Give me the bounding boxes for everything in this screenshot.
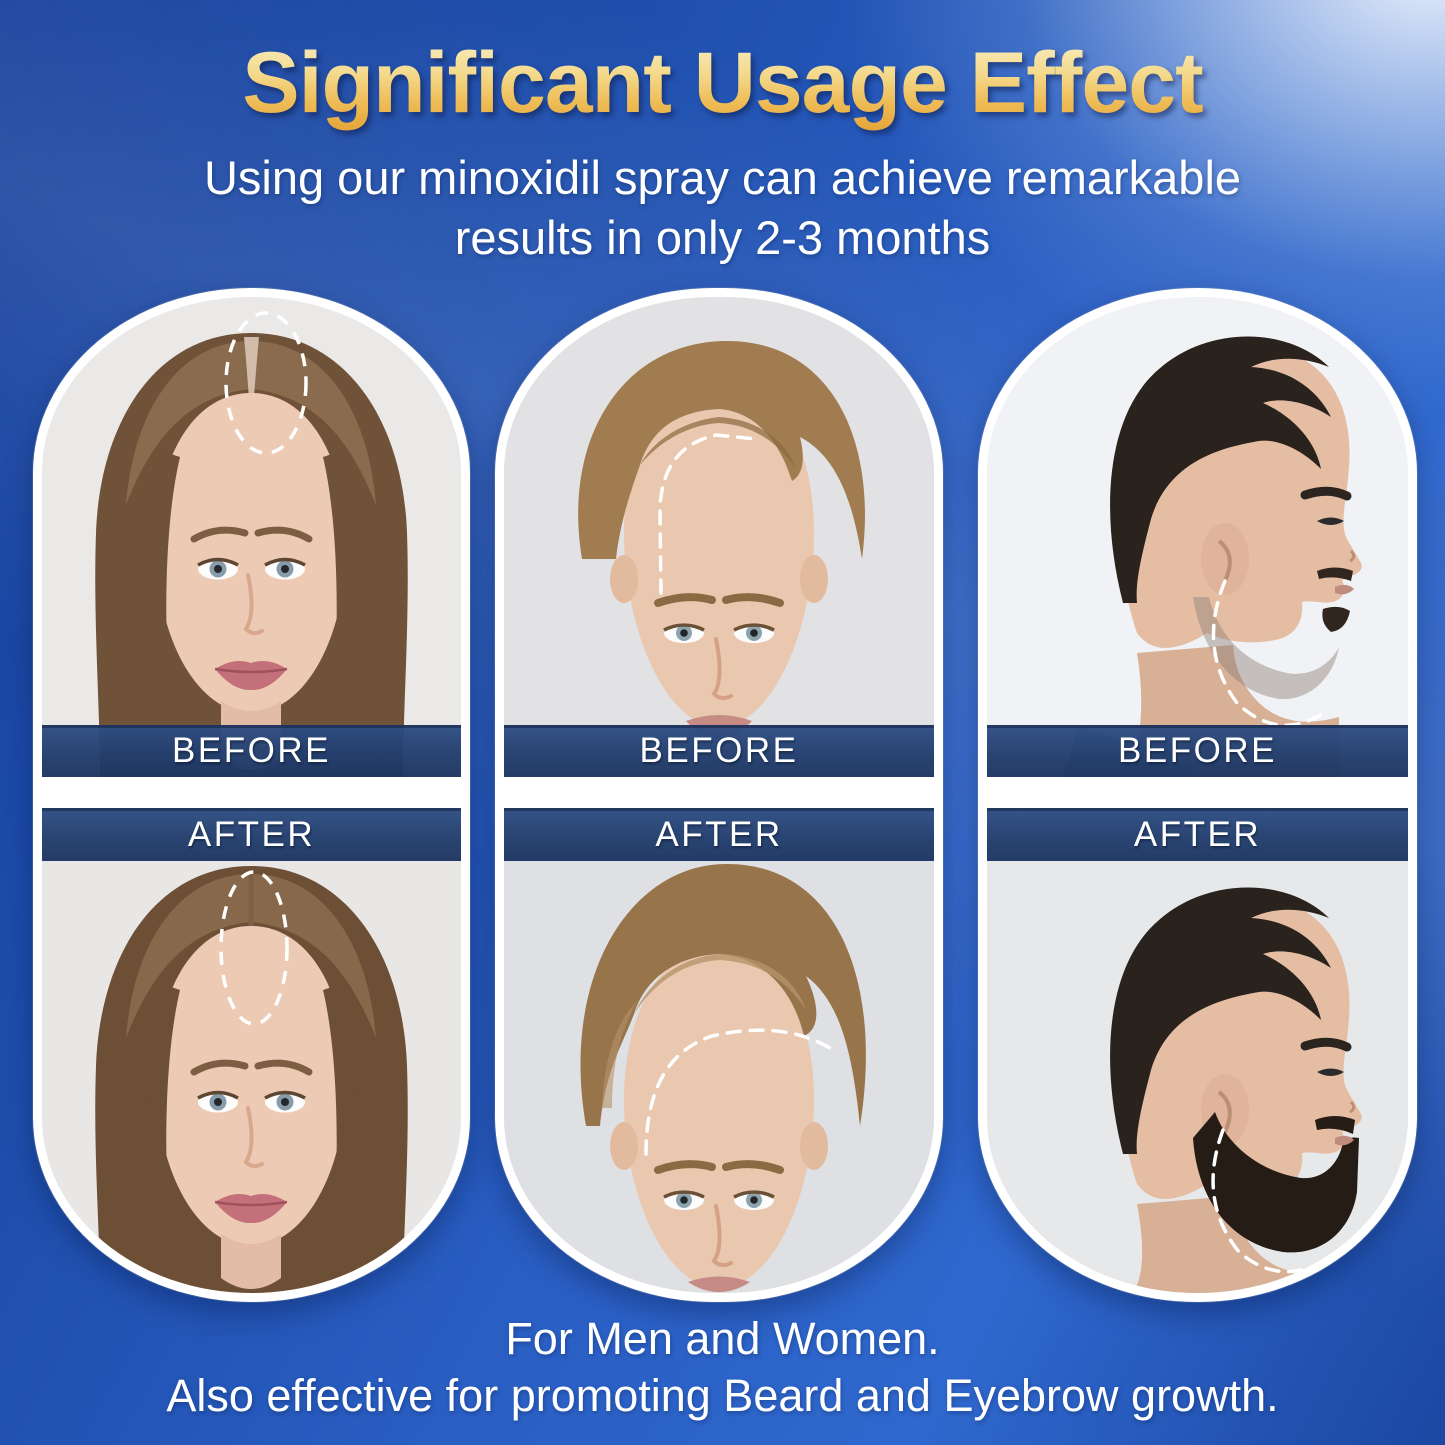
man-beard-after-illustration [987,808,1408,1293]
beard-area-outline-after [1211,1128,1331,1274]
restored-hairline-outline-after [644,1028,832,1156]
comparison-column-man-beard: BEFORE AFTER [978,288,1417,1302]
before-banner: BEFORE [504,725,934,777]
subtitle: Using our minoxidil spray can achieve re… [0,148,1445,268]
footer: For Men and Women. Also effective for pr… [0,1310,1445,1424]
before-banner: BEFORE [42,725,461,777]
receding-hairline-outline-before [658,433,758,595]
before-banner: BEFORE [987,725,1408,777]
woman-before-illustration [42,297,461,777]
after-label: AFTER [187,814,316,854]
after-banner: AFTER [42,808,461,861]
after-photo-man-hairline [504,808,934,1293]
after-banner: AFTER [504,808,934,861]
before-label: BEFORE [1118,731,1277,770]
man-beard-before-illustration [987,297,1408,777]
subtitle-line-1: Using our minoxidil spray can achieve re… [203,151,1242,204]
after-photo-woman [42,808,461,1293]
thinning-part-outline-after [219,870,289,1026]
man-hairline-after-illustration [504,808,934,1293]
beard-area-outline-before [1211,579,1329,727]
footer-line-1: For Men and Women. [505,1313,940,1364]
after-label: AFTER [1133,814,1262,854]
before-photo-woman [42,297,461,777]
page-title: Significant Usage Effect [0,34,1445,133]
before-label: BEFORE [172,731,331,770]
comparison-column-man-hairline: BEFORE [495,288,943,1302]
after-photo-man-beard [987,808,1408,1293]
subtitle-line-2: results in only 2-3 months [454,211,991,264]
before-photo-man-hairline [504,297,934,777]
comparison-column-woman-hair-part: BEFORE [33,288,470,1302]
man-hairline-before-illustration [504,297,934,777]
after-label: AFTER [655,814,783,854]
before-label: BEFORE [639,731,799,770]
thinning-part-outline-before [224,311,308,455]
woman-after-illustration [42,808,461,1293]
before-photo-man-beard [987,297,1408,777]
after-banner: AFTER [987,808,1408,861]
footer-line-2: Also effective for promoting Beard and E… [166,1370,1279,1421]
